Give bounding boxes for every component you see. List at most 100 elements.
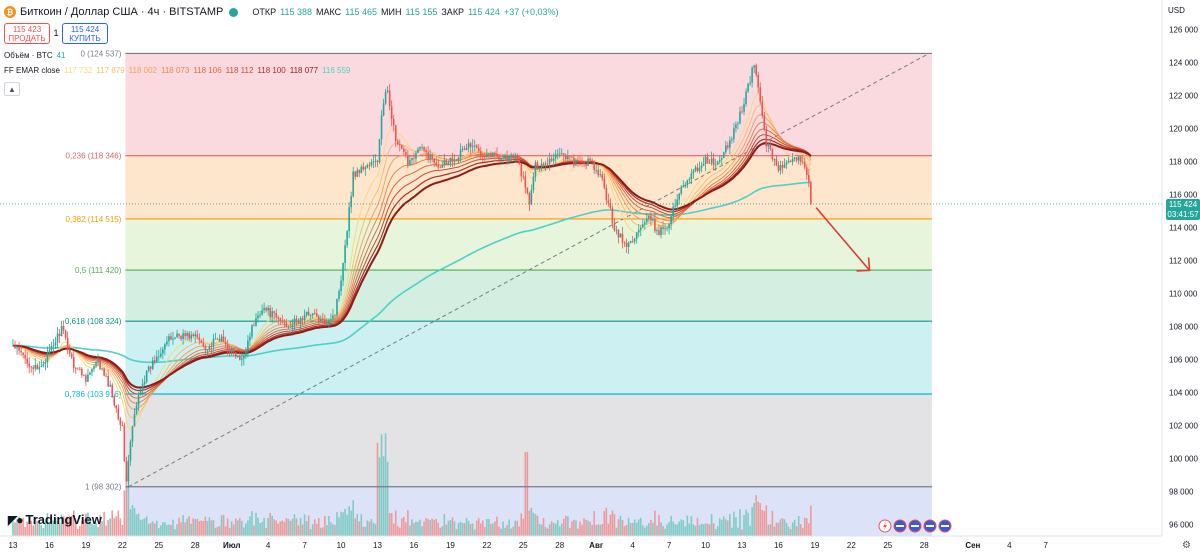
volume-bar xyxy=(690,516,693,536)
volume-bar xyxy=(158,528,160,536)
candle-body xyxy=(603,178,606,188)
volume-bar xyxy=(162,522,164,536)
time-tick-label: 7 xyxy=(667,541,672,550)
volume-bar xyxy=(184,522,186,536)
candle-body xyxy=(265,308,267,311)
tradingview-logo[interactable]: ◤● TradingView xyxy=(8,512,102,527)
candle-body xyxy=(514,154,516,159)
candle-body xyxy=(89,372,91,375)
volume-bar xyxy=(579,521,581,536)
time-tick-label: 13 xyxy=(373,541,382,550)
time-tick-label: 19 xyxy=(446,541,455,550)
candle-body xyxy=(591,160,593,162)
volume-bar xyxy=(348,506,350,536)
volume-bar xyxy=(151,521,154,536)
candle-body xyxy=(313,313,316,315)
volume-bar xyxy=(668,522,670,536)
volume-bar xyxy=(396,526,399,536)
volume-bar xyxy=(660,522,662,536)
volume-bar xyxy=(461,523,464,536)
volume-bar xyxy=(247,520,249,536)
price-tick-label: 96 000 xyxy=(1169,521,1194,530)
candle-body xyxy=(680,186,683,194)
candle-body xyxy=(745,91,747,105)
candle-body xyxy=(194,334,197,337)
volume-bar xyxy=(403,516,405,536)
sell-button[interactable]: 115 423 ПРОДАТЬ xyxy=(4,22,50,44)
volume-bar xyxy=(147,523,150,536)
volume-bar xyxy=(720,519,723,536)
volume-bar xyxy=(166,524,168,536)
volume-bar xyxy=(407,510,409,536)
candle-body xyxy=(324,319,326,325)
chevron-up-icon[interactable]: ▲ xyxy=(4,82,20,96)
candle-body xyxy=(139,389,142,396)
candle-body xyxy=(518,161,521,164)
price-tick-label: 104 000 xyxy=(1169,389,1198,398)
volume-bar xyxy=(465,518,468,536)
candle-body xyxy=(779,165,782,171)
volume-bar xyxy=(735,517,737,536)
candle-body xyxy=(641,224,644,228)
volume-bar xyxy=(56,520,59,536)
time-tick-label: 16 xyxy=(774,541,783,550)
candle-body xyxy=(133,414,136,427)
candle-body xyxy=(550,158,553,161)
candle-body xyxy=(239,356,241,360)
candle-body xyxy=(283,322,286,324)
candle-body xyxy=(127,460,130,482)
volume-bar xyxy=(101,521,103,536)
volume-bar xyxy=(767,524,770,536)
volume-bar xyxy=(554,523,557,536)
candle-body xyxy=(91,369,93,373)
volume-bar xyxy=(326,525,328,536)
candle-body xyxy=(180,335,182,340)
currency-label[interactable]: USD xyxy=(1168,6,1185,15)
symbol-title[interactable]: Биткоин / Доллар США · 4ч · BITSTAMP xyxy=(20,6,224,18)
sell-label: ПРОДАТЬ xyxy=(8,33,46,43)
volume-bar xyxy=(46,513,49,536)
volume-bar xyxy=(214,527,217,536)
high-value: 115 465 xyxy=(345,7,378,17)
candle-body xyxy=(58,333,61,337)
candle-body xyxy=(554,154,557,159)
ema-legend[interactable]: FF EMAR close 117 732 117 879 118 002 118 0… xyxy=(4,66,350,75)
volume-bar xyxy=(58,523,61,536)
time-tick-label: 4 xyxy=(266,541,271,550)
candle-body xyxy=(164,344,166,350)
ema-value: 118 002 xyxy=(128,66,157,75)
candle-body xyxy=(28,363,30,367)
volume-bar xyxy=(441,526,444,536)
candle-body xyxy=(153,360,156,362)
volume-bar xyxy=(346,514,348,536)
gear-icon[interactable]: ⚙ xyxy=(1182,540,1191,551)
candle-body xyxy=(710,158,713,164)
candle-body xyxy=(484,155,486,157)
volume-bar xyxy=(320,527,322,536)
volume-bar xyxy=(629,522,632,536)
volume-bar xyxy=(386,461,389,536)
volume-bar xyxy=(12,521,14,536)
volume-bar xyxy=(692,524,695,536)
volume-bar xyxy=(210,520,213,536)
volume-bar xyxy=(251,511,253,536)
candle-body xyxy=(757,74,759,88)
volume-legend[interactable]: Объём · BTC 41 xyxy=(4,51,66,60)
flag-stripe xyxy=(941,525,949,527)
buy-button[interactable]: 115 424 КУПИТЬ xyxy=(62,22,108,44)
volume-bar xyxy=(544,527,547,536)
candle-body xyxy=(155,356,158,362)
time-tick-label: 4 xyxy=(1007,541,1012,550)
candle-body xyxy=(56,333,59,343)
volume-bar xyxy=(615,527,618,536)
volume-bar xyxy=(548,524,551,536)
candle-body xyxy=(577,160,579,162)
volume-bar xyxy=(526,451,529,536)
volume-bar xyxy=(423,521,425,536)
volume-bar xyxy=(358,521,361,536)
volume-bar xyxy=(255,512,257,536)
volume-bar xyxy=(737,527,739,536)
volume-bar xyxy=(613,513,616,536)
